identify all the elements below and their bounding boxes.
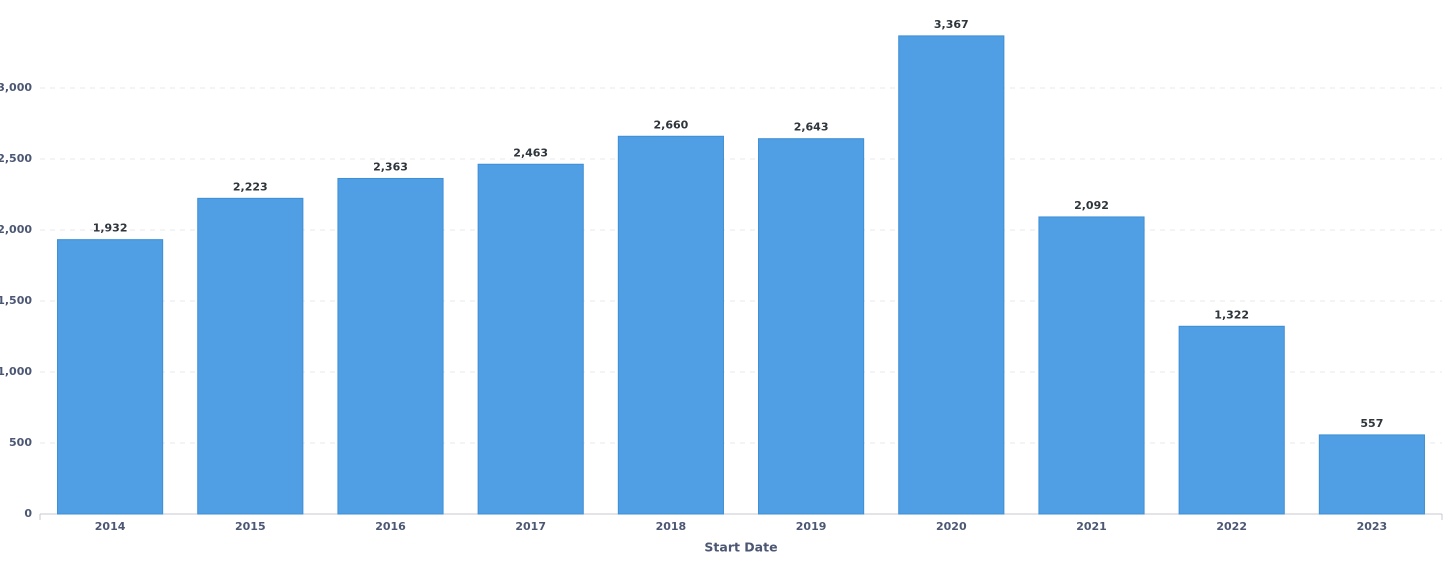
value-label: 1,932 <box>93 222 128 235</box>
x-tick-label: 2023 <box>1357 520 1388 533</box>
x-tick-label: 2015 <box>235 520 266 533</box>
x-axis-title: Start Date <box>704 540 777 555</box>
value-label: 2,092 <box>1074 199 1109 212</box>
x-tick-label: 2016 <box>375 520 406 533</box>
x-tick-label: 2014 <box>95 520 126 533</box>
y-tick-label: 2,500 <box>0 152 32 165</box>
x-tick-label: 2021 <box>1076 520 1107 533</box>
y-tick-label: 500 <box>9 436 32 449</box>
value-label: 2,363 <box>373 160 408 173</box>
bar <box>1038 216 1145 515</box>
x-tick-label: 2017 <box>515 520 546 533</box>
value-label: 2,643 <box>794 121 829 134</box>
bar <box>758 138 865 515</box>
bar <box>1178 325 1285 515</box>
bar <box>477 163 584 515</box>
value-label: 2,223 <box>233 180 268 193</box>
y-tick-label: 1,500 <box>0 294 32 307</box>
value-label: 557 <box>1360 417 1383 430</box>
x-tick-label: 2019 <box>796 520 827 533</box>
y-tick-label: 0 <box>24 507 32 520</box>
bar <box>57 239 164 515</box>
value-label: 2,463 <box>513 146 548 159</box>
value-label: 1,322 <box>1214 308 1249 321</box>
value-label: 3,367 <box>934 18 969 31</box>
value-label: 2,660 <box>654 118 689 131</box>
bar <box>617 135 724 515</box>
y-tick-label: 2,000 <box>0 223 32 236</box>
y-tick-label: 1,000 <box>0 365 32 378</box>
bar <box>197 197 304 515</box>
x-tick-label: 2022 <box>1216 520 1247 533</box>
bar <box>337 177 444 515</box>
y-tick-label: 3,000 <box>0 81 32 94</box>
x-tick-label: 2018 <box>656 520 687 533</box>
x-tick-label: 2020 <box>936 520 967 533</box>
bar <box>898 35 1005 515</box>
bar <box>1318 434 1425 515</box>
